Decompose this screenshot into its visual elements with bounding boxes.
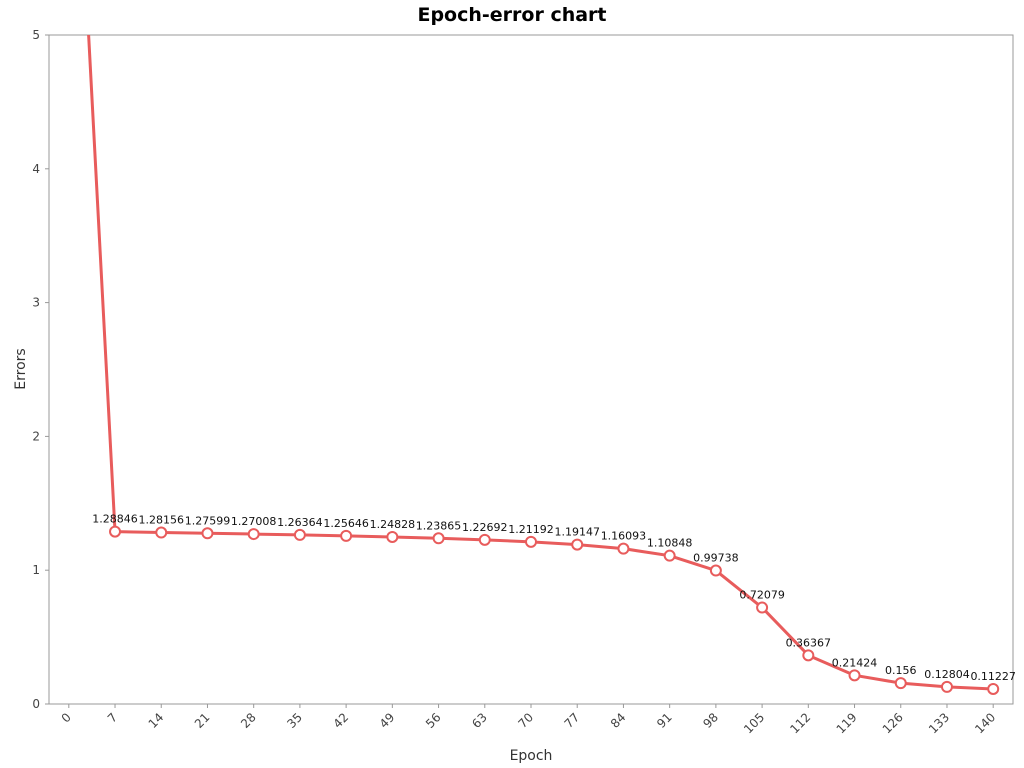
data-label: 0.36367	[786, 636, 832, 649]
x-tick-label: 35	[284, 710, 305, 731]
data-label: 0.11227	[970, 670, 1016, 683]
x-tick-label: 84	[608, 710, 629, 731]
x-tick-label: 56	[423, 710, 444, 731]
y-tick-label: 5	[32, 28, 40, 42]
data-label: 0.156	[885, 664, 917, 677]
data-point	[155, 526, 168, 539]
data-label: 1.27599	[185, 514, 231, 527]
y-tick-label: 2	[32, 429, 40, 443]
data-point	[940, 680, 953, 693]
data-point	[756, 601, 769, 614]
data-label: 1.26364	[277, 516, 323, 529]
data-label: 1.19147	[554, 526, 600, 539]
data-point	[293, 528, 306, 541]
data-label: 1.27008	[231, 515, 277, 528]
x-tick-label: 49	[377, 710, 398, 731]
data-point	[109, 525, 122, 538]
y-tick-label: 1	[32, 563, 40, 577]
data-labels: 1.28846 1.28156 1.27599 1.27008 1.26364 1.256…	[92, 513, 1016, 683]
x-tick-label: 98	[700, 710, 721, 731]
x-tick-label: 91	[654, 710, 675, 731]
data-point	[894, 677, 907, 690]
data-point	[247, 528, 260, 541]
x-tick-label: 112	[787, 710, 813, 736]
data-point	[432, 532, 445, 545]
data-point	[386, 530, 399, 543]
data-label: 0.72079	[739, 589, 785, 602]
series-layer	[87, 35, 1000, 695]
x-tick-label: 140	[972, 710, 998, 736]
y-axis-label: Errors	[13, 348, 29, 389]
x-tick-label: 126	[880, 710, 906, 736]
y-tick-label: 3	[32, 296, 40, 310]
data-label: 1.28846	[92, 513, 138, 526]
y-tick-label: 0	[32, 697, 40, 711]
y-axis: 0 1 2 3 4 5	[32, 28, 49, 711]
chart-title: Epoch-error chart	[417, 4, 606, 26]
x-tick-label: 133	[926, 710, 952, 736]
x-tick-label: 7	[105, 710, 120, 725]
y-tick-label: 4	[32, 162, 40, 176]
x-tick-label: 105	[741, 710, 767, 736]
x-tick-label: 77	[562, 710, 583, 731]
data-label: 1.16093	[601, 530, 647, 543]
data-point	[987, 682, 1000, 695]
x-tick-label: 119	[834, 710, 860, 736]
data-label: 0.99738	[693, 552, 739, 565]
data-label: 1.28156	[138, 514, 184, 527]
x-tick-label: 63	[469, 710, 490, 731]
data-label: 1.21192	[508, 523, 554, 536]
data-label: 1.22692	[462, 521, 508, 534]
data-point	[848, 669, 861, 682]
x-axis-label: Epoch	[510, 748, 553, 764]
data-point	[525, 535, 537, 548]
plot-area	[48, 34, 1014, 705]
x-tick-label: 28	[238, 710, 259, 731]
data-point	[802, 649, 815, 662]
data-point	[571, 538, 584, 551]
data-label: 1.23865	[416, 519, 462, 532]
data-point	[478, 533, 491, 546]
x-axis: 0 7 14 21 28 35 42 49 56 63 70 77 84 91 98 105 112 119 126…	[59, 704, 998, 736]
x-tick-label: 0	[59, 710, 74, 725]
data-point	[617, 542, 630, 555]
data-point	[709, 564, 722, 577]
x-tick-label: 42	[331, 710, 352, 731]
data-label: 1.24828	[370, 518, 416, 531]
data-label: 1.10848	[647, 537, 693, 550]
data-label: 0.21424	[832, 656, 878, 669]
x-tick-label: 21	[192, 710, 213, 731]
data-point	[340, 529, 353, 542]
data-point	[201, 527, 214, 540]
x-tick-label: 70	[515, 710, 536, 731]
data-label: 0.12804	[924, 668, 970, 681]
data-point	[663, 549, 676, 562]
data-label: 1.25646	[323, 517, 369, 530]
x-tick-label: 14	[146, 710, 167, 731]
